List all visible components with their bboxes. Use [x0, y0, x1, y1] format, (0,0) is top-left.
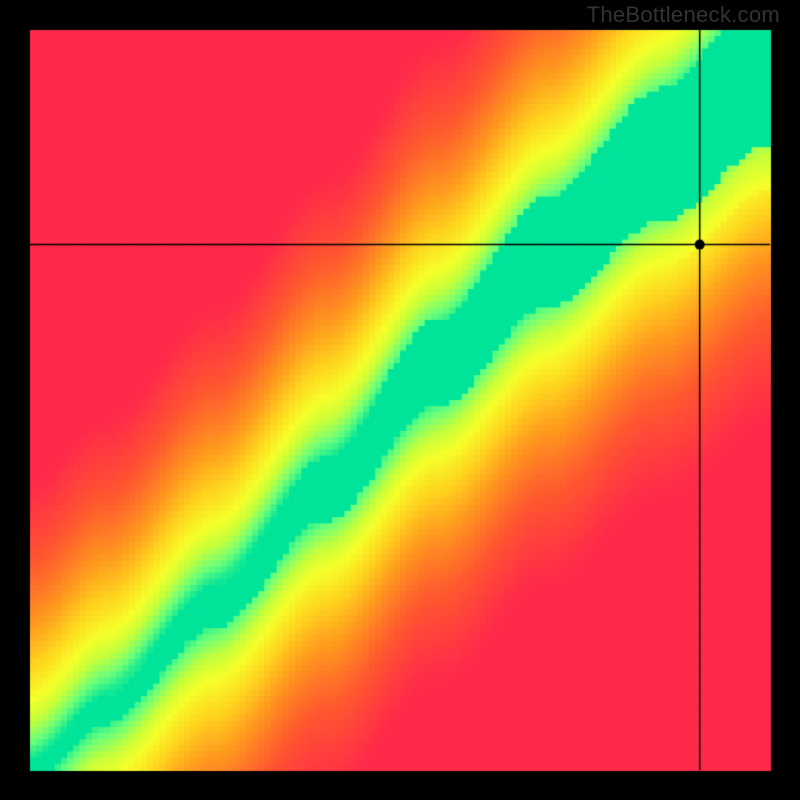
heatmap-canvas [0, 0, 800, 800]
chart-container: TheBottleneck.com [0, 0, 800, 800]
watermark-text: TheBottleneck.com [587, 2, 780, 28]
